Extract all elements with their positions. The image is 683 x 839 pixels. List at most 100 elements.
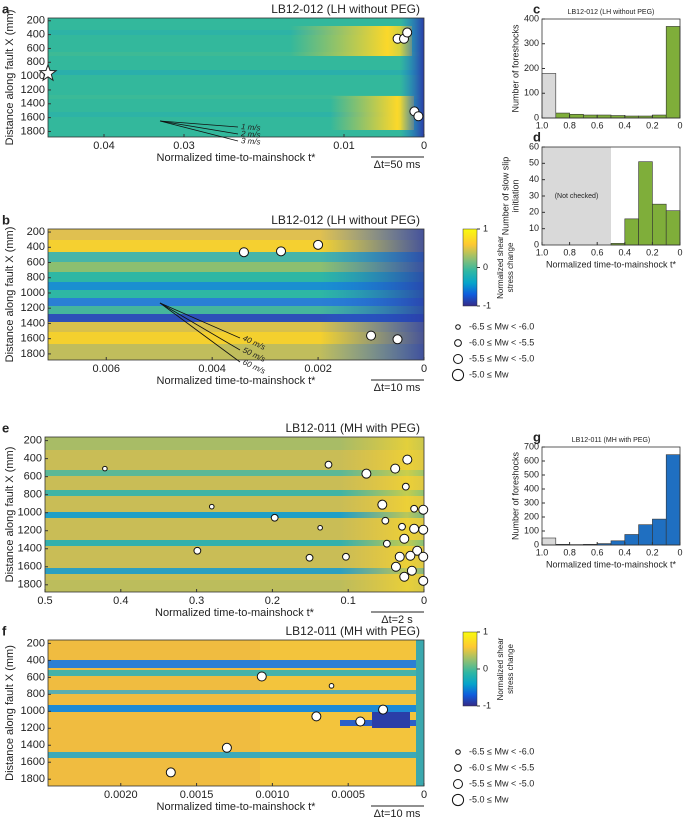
velocity-line xyxy=(159,120,239,135)
event xyxy=(418,575,429,586)
y-tick-label: 1000 xyxy=(21,287,45,299)
bar xyxy=(541,537,557,546)
bar xyxy=(652,114,667,119)
event xyxy=(402,27,413,38)
y-tick-label: 200 xyxy=(27,226,45,238)
event xyxy=(381,516,390,525)
event xyxy=(238,247,249,258)
y-axis-label: Distance along fault X (mm) xyxy=(4,645,16,781)
colorbar-tick-label: 0 xyxy=(483,262,488,272)
y-tick-label: 200 xyxy=(27,15,45,27)
colorbar xyxy=(462,228,478,307)
event xyxy=(221,742,232,753)
event xyxy=(382,539,391,548)
event xyxy=(165,767,176,778)
y-axis-label: initiation xyxy=(510,179,520,212)
x-tick-label: 0.2 xyxy=(265,595,280,607)
colorbar-tick-label: 0 xyxy=(483,663,488,673)
y-tick-label: 10 xyxy=(529,223,539,233)
panel-letter: e xyxy=(2,420,9,435)
y-tick-label: 600 xyxy=(27,42,45,54)
y-tick-label: 1400 xyxy=(21,98,45,110)
y-tick-label: 600 xyxy=(27,671,45,683)
y-tick-label: 1200 xyxy=(21,722,45,734)
bar xyxy=(665,26,681,119)
y-tick-label: 300 xyxy=(524,38,539,48)
event xyxy=(270,513,279,522)
bar xyxy=(665,454,681,546)
shaded-label: (Not checked) xyxy=(555,193,599,200)
x-tick-label: 1.0 xyxy=(536,547,549,557)
x-tick-label: 0 xyxy=(421,363,427,375)
y-tick-label: 400 xyxy=(27,241,45,253)
y-axis-label: Number of foreshocks xyxy=(510,24,520,113)
panel-letter: f xyxy=(2,623,7,638)
bar xyxy=(596,114,612,119)
y-tick-label: 400 xyxy=(524,13,539,23)
bar xyxy=(541,73,557,119)
plot-frame xyxy=(47,228,425,361)
event xyxy=(409,523,420,534)
chart-title: LB12-011 (MH with PEG) xyxy=(286,624,421,638)
y-tick-label: 700 xyxy=(524,441,539,451)
y-axis-label: Distance along fault X (mm) xyxy=(4,227,16,363)
velocity-line xyxy=(159,120,239,142)
event xyxy=(401,482,410,491)
x-tick-label: 0.04 xyxy=(93,140,114,152)
y-tick-label: 400 xyxy=(524,483,539,493)
colorbar-label: stress change xyxy=(506,242,515,292)
legend-marker xyxy=(453,354,463,364)
x-tick-label: 0.4 xyxy=(619,247,632,257)
legend-marker xyxy=(455,324,461,330)
event xyxy=(406,565,417,576)
legend-marker xyxy=(451,793,465,807)
y-tick-label: 1600 xyxy=(21,112,45,124)
legend-marker xyxy=(454,764,462,772)
event xyxy=(412,545,423,556)
x-tick-label: 0 xyxy=(421,789,427,801)
legend-label: -5.0 ≤ Mw xyxy=(469,794,509,804)
x-tick-label: 0.3 xyxy=(189,595,204,607)
legend-label: -6.5 ≤ Mw < -6.0 xyxy=(469,746,534,756)
bar xyxy=(569,113,584,119)
panel-letter: b xyxy=(2,212,10,227)
event xyxy=(418,524,429,535)
x-axis-label: Normalized time-to-mainshock t* xyxy=(157,375,317,387)
legend-label: -6.5 ≤ Mw < -6.0 xyxy=(469,321,534,331)
panel-letter: c xyxy=(533,1,540,16)
x-tick-label: 0.8 xyxy=(563,120,576,130)
event xyxy=(102,465,108,472)
x-tick-label: 0.0005 xyxy=(331,789,365,801)
y-tick-label: 600 xyxy=(24,471,42,483)
event xyxy=(405,550,416,561)
x-tick-label: 0 xyxy=(677,547,682,557)
y-tick-label: 1400 xyxy=(21,739,45,751)
colorbar-label: stress change xyxy=(506,644,515,694)
y-tick-label: 50 xyxy=(529,158,539,168)
legend-label: -5.5 ≤ Mw < -5.0 xyxy=(469,353,534,363)
legend-label: -5.5 ≤ Mw < -5.0 xyxy=(469,778,534,788)
y-tick-label: 1800 xyxy=(21,773,45,785)
y-tick-label: 0 xyxy=(534,112,539,122)
panel-letter: d xyxy=(533,129,541,144)
y-tick-label: 200 xyxy=(524,63,539,73)
bar xyxy=(555,112,570,119)
event xyxy=(366,330,377,341)
panel-letter: a xyxy=(2,1,10,16)
event xyxy=(355,716,366,727)
x-axis-label: Normalized time-to-mainshock t* xyxy=(546,259,677,269)
plot-frame xyxy=(47,17,425,138)
y-tick-label: 400 xyxy=(27,654,45,666)
colorbar-tick-label: -1 xyxy=(483,700,491,710)
x-tick-label: 0.4 xyxy=(113,595,128,607)
y-tick-label: 1800 xyxy=(21,125,45,137)
heatmap-f xyxy=(48,640,424,786)
x-tick-label: 0 xyxy=(677,120,682,130)
legend-label: -6.0 ≤ Mw < -5.5 xyxy=(469,337,534,347)
legend-marker xyxy=(451,368,465,382)
velocity-label: 2 m/s xyxy=(240,129,261,139)
x-tick-label: 0.6 xyxy=(591,547,604,557)
event xyxy=(418,551,429,562)
x-tick-label: 0.2 xyxy=(646,547,659,557)
colorbar-tick-label: -1 xyxy=(483,300,491,310)
